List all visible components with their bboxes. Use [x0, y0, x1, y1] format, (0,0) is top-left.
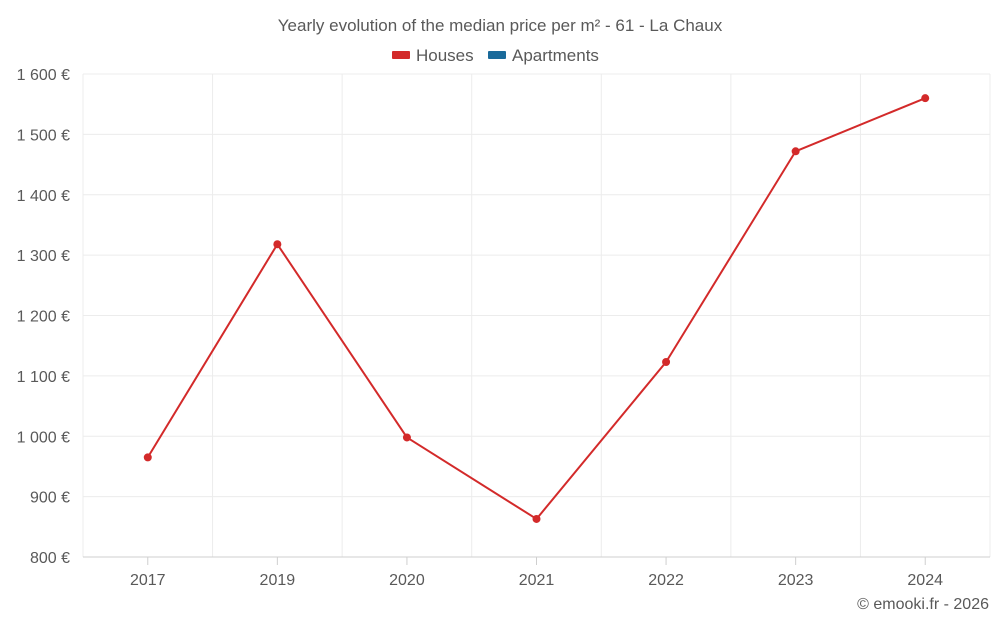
- data-point-houses[interactable]: [143, 453, 152, 462]
- data-point-houses[interactable]: [921, 94, 930, 103]
- legend-swatch-houses: [392, 51, 410, 59]
- legend-swatch-apartments: [488, 51, 506, 59]
- y-tick-label: 1 600 €: [17, 67, 70, 84]
- legend-item-houses[interactable]: Houses: [392, 46, 474, 65]
- y-tick-label: 1 500 €: [17, 127, 70, 144]
- data-point-houses[interactable]: [402, 433, 411, 442]
- x-axis-ticks: 2017 2019 2020 2021 2022 2023 2024: [130, 572, 943, 589]
- y-tick-label: 1 400 €: [17, 188, 70, 205]
- y-tick-label: 1 200 €: [17, 309, 70, 326]
- x-tick-label: 2017: [130, 572, 166, 589]
- x-tick-label: 2022: [648, 572, 684, 589]
- series-houses: [143, 94, 930, 523]
- x-tick-label: 2023: [778, 572, 814, 589]
- y-tick-label: 1 300 €: [17, 248, 70, 265]
- chart-title: Yearly evolution of the median price per…: [278, 16, 723, 35]
- legend-item-apartments[interactable]: Apartments: [488, 46, 599, 65]
- y-tick-label: 1 100 €: [17, 369, 70, 386]
- y-tick-label: 800 €: [30, 550, 70, 567]
- grid: [82, 73, 991, 557]
- y-axis-ticks: 800 € 900 € 1 000 € 1 100 € 1 200 € 1 300 € 1 …: [17, 67, 70, 567]
- credit: © emooki.fr - 2026: [857, 596, 989, 613]
- x-tick-label: 2021: [519, 572, 555, 589]
- x-tick-label: 2020: [389, 572, 425, 589]
- data-point-houses[interactable]: [273, 240, 282, 249]
- axes: [83, 556, 990, 565]
- y-tick-label: 1 000 €: [17, 429, 70, 446]
- y-tick-label: 900 €: [30, 490, 70, 507]
- x-tick-label: 2019: [260, 572, 296, 589]
- legend-label-houses: Houses: [416, 46, 474, 65]
- x-tick-label: 2024: [907, 572, 943, 589]
- legend[interactable]: Houses Apartments: [392, 46, 599, 65]
- data-point-houses[interactable]: [791, 147, 800, 156]
- series-line-houses: [146, 97, 926, 520]
- legend-label-apartments: Apartments: [512, 46, 599, 65]
- data-point-houses[interactable]: [532, 514, 541, 523]
- data-point-houses[interactable]: [662, 357, 671, 366]
